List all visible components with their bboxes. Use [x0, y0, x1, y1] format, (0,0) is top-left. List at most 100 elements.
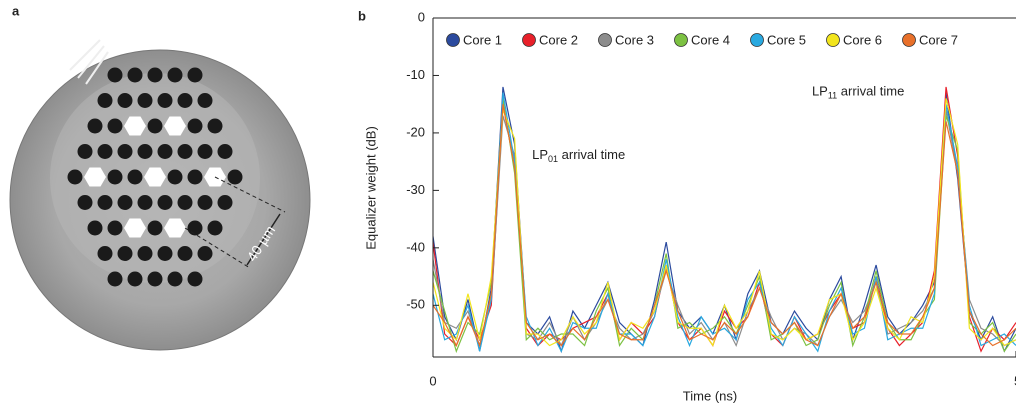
- y-tick-label: -10: [406, 67, 425, 82]
- air-hole: [167, 169, 183, 185]
- series-line: [433, 98, 1016, 354]
- air-hole: [197, 144, 213, 159]
- legend-label: Core 7: [919, 32, 958, 47]
- x-tick-label: 5: [1014, 373, 1016, 388]
- air-hole: [157, 246, 173, 261]
- legend-label: Core 5: [767, 32, 806, 47]
- annotation-part: 01: [548, 154, 558, 164]
- air-hole: [137, 144, 153, 159]
- air-hole: [127, 271, 143, 287]
- fiber-photo: [9, 39, 311, 351]
- legend-label: Core 2: [539, 32, 578, 47]
- air-hole: [177, 246, 193, 261]
- air-hole: [87, 220, 103, 236]
- air-hole: [107, 118, 123, 134]
- series-line: [433, 92, 1016, 353]
- air-hole: [167, 67, 183, 83]
- air-hole: [137, 195, 153, 210]
- air-hole: [127, 169, 143, 185]
- annotation-part: 11: [828, 91, 837, 101]
- air-hole: [87, 118, 103, 134]
- air-hole: [187, 169, 203, 185]
- legend-swatch: [750, 33, 764, 47]
- air-hole: [177, 144, 193, 159]
- air-hole: [97, 195, 113, 210]
- air-hole: [97, 246, 113, 261]
- legend-swatch: [674, 33, 688, 47]
- air-hole: [177, 93, 193, 108]
- legend-swatch: [598, 33, 612, 47]
- air-hole: [187, 118, 203, 134]
- core: [124, 218, 146, 238]
- core: [164, 218, 186, 238]
- air-hole: [197, 195, 213, 210]
- legend-label: Core 4: [691, 32, 730, 47]
- air-hole: [137, 246, 153, 261]
- air-hole: [127, 67, 143, 83]
- air-hole: [217, 144, 233, 159]
- air-hole: [147, 67, 163, 83]
- core: [84, 167, 106, 187]
- core: [164, 116, 186, 136]
- core: [144, 167, 166, 187]
- legend-swatch: [826, 33, 840, 47]
- annotation: LP01 arrival time: [532, 147, 625, 164]
- core: [124, 116, 146, 136]
- plot-area: [433, 86, 1016, 354]
- legend-swatch: [902, 33, 916, 47]
- y-tick-label: -30: [406, 182, 425, 197]
- y-tick-label: 0: [418, 9, 425, 24]
- air-hole: [117, 93, 133, 108]
- air-hole: [117, 246, 133, 261]
- series-line: [433, 104, 1016, 348]
- air-hole: [117, 144, 133, 159]
- air-hole: [77, 195, 93, 210]
- air-hole: [187, 271, 203, 287]
- y-tick-label: -40: [406, 239, 425, 254]
- annotation-part: LP: [812, 84, 828, 99]
- air-hole: [177, 195, 193, 210]
- air-hole: [157, 144, 173, 159]
- y-axis-label: Equalizer weight (dB): [363, 126, 378, 250]
- legend-label: Core 3: [615, 32, 654, 47]
- air-hole: [157, 195, 173, 210]
- air-hole: [197, 246, 213, 261]
- x-tick-label: 0: [429, 373, 436, 388]
- air-hole: [107, 271, 123, 287]
- air-hole: [137, 93, 153, 108]
- air-hole: [97, 93, 113, 108]
- air-hole: [227, 169, 243, 185]
- air-hole: [117, 195, 133, 210]
- annotation-part: LP: [532, 147, 548, 162]
- air-hole: [107, 169, 123, 185]
- air-hole: [147, 220, 163, 236]
- legend-label: Core 1: [463, 32, 502, 47]
- y-tick-label: -50: [406, 297, 425, 312]
- air-hole: [187, 67, 203, 83]
- air-hole: [147, 271, 163, 287]
- annotation-part: arrival time: [558, 147, 625, 162]
- air-hole: [107, 67, 123, 83]
- air-hole: [77, 144, 93, 159]
- legend-swatch: [446, 33, 460, 47]
- air-hole: [147, 118, 163, 134]
- air-hole: [207, 220, 223, 236]
- air-hole: [217, 195, 233, 210]
- panel-label: b: [358, 8, 366, 23]
- legend-swatch: [522, 33, 536, 47]
- x-axis-label: Time (ns): [683, 388, 737, 403]
- air-hole: [97, 144, 113, 159]
- scratch: [69, 39, 109, 85]
- panel-label: a: [12, 3, 20, 18]
- air-hole: [207, 118, 223, 134]
- air-hole: [67, 169, 83, 185]
- air-hole: [187, 220, 203, 236]
- series-line: [433, 98, 1016, 347]
- annotation: LP11 arrival time: [812, 84, 904, 101]
- air-hole: [167, 271, 183, 287]
- y-tick-label: -20: [406, 124, 425, 139]
- air-hole: [197, 93, 213, 108]
- legend-label: Core 6: [843, 32, 882, 47]
- air-hole: [107, 220, 123, 236]
